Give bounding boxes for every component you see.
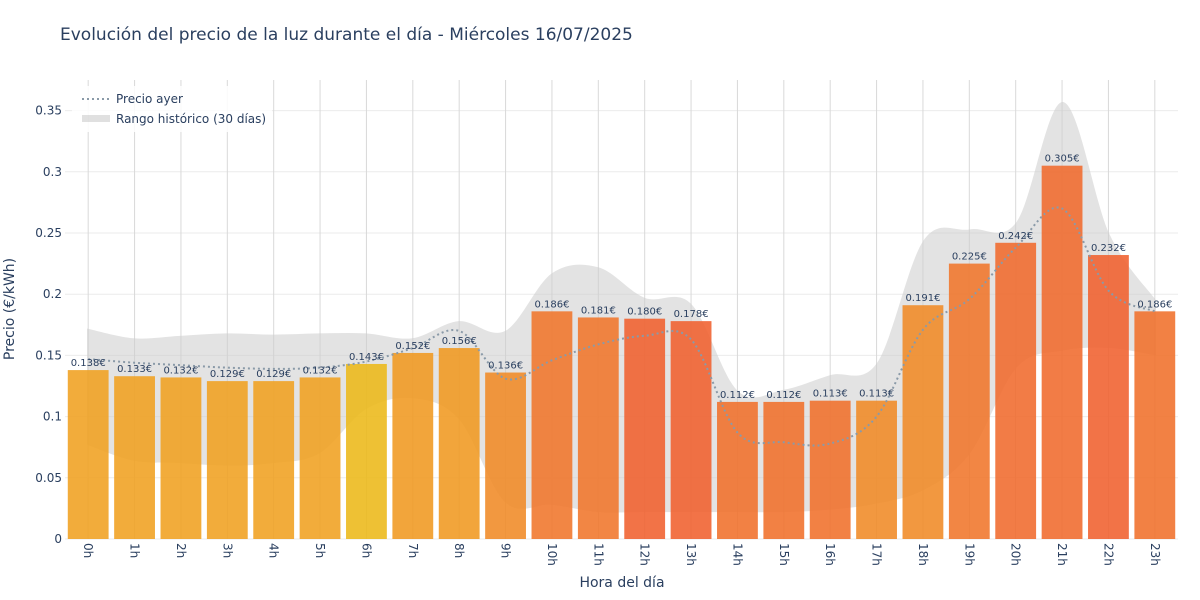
y-tick-label: 0 xyxy=(54,532,62,546)
bar-value-label: 0.132€ xyxy=(163,365,198,376)
bar-value-label: 0.181€ xyxy=(581,305,616,316)
y-tick-label: 0.25 xyxy=(35,226,62,240)
bar-19h xyxy=(948,263,990,539)
bar-value-label: 0.180€ xyxy=(627,307,662,318)
bar-value-labels: 0.138€ 0.133€ 0.132€ 0.129€ 0.129€ 0.132€ 0.14… xyxy=(71,154,1173,401)
bar-value-label: 0.113€ xyxy=(859,389,894,400)
bar-16h xyxy=(809,400,851,539)
bar-value-label: 0.178€ xyxy=(674,309,709,320)
y-axis: 0 0.05 0.1 0.15 0.2 0.25 0.3 0.35 xyxy=(35,104,62,546)
y-tick-label: 0.35 xyxy=(35,104,62,118)
x-tick-label: 10h xyxy=(545,543,559,566)
yesterday-price-line xyxy=(88,206,1156,447)
bar-5h xyxy=(299,377,341,539)
legend-area-swatch xyxy=(82,115,110,122)
bar-value-label: 0.113€ xyxy=(813,389,848,400)
x-tick-label: 13h xyxy=(684,543,698,566)
x-tick-label: 6h xyxy=(359,543,373,558)
bar-11h xyxy=(577,317,619,539)
x-axis-title: Hora del día xyxy=(579,575,664,591)
bar-18h xyxy=(902,305,944,539)
x-tick-label: 11h xyxy=(591,543,605,566)
bar-value-label: 0.232€ xyxy=(1091,243,1126,254)
legend-item-yesterday: Precio ayer xyxy=(116,92,183,106)
x-tick-label: 19h xyxy=(962,543,976,566)
bar-value-label: 0.112€ xyxy=(720,390,755,401)
bar-17h xyxy=(856,400,897,539)
bar-8h xyxy=(438,348,480,539)
x-tick-label: 7h xyxy=(406,543,420,558)
x-tick-label: 9h xyxy=(499,543,513,558)
bar-22h xyxy=(1088,255,1129,540)
x-axis: 0h 1h 2h 3h 4h 5h 6h 7h 8h 9h 10h 11h 12h 13h 14h 15h 16… xyxy=(81,543,1162,566)
y-tick-label: 0.2 xyxy=(43,287,62,301)
bar-1h xyxy=(114,376,155,539)
bar-14h xyxy=(717,401,758,539)
x-tick-label: 2h xyxy=(174,543,188,558)
x-tick-label: 3h xyxy=(220,543,234,558)
bar-value-label: 0.129€ xyxy=(210,369,245,380)
x-tick-label: 18h xyxy=(916,543,930,566)
bar-value-label: 0.129€ xyxy=(256,369,291,380)
bars xyxy=(67,165,1176,540)
chart-title: Evolución del precio de la luz durante e… xyxy=(60,25,633,45)
legend-background xyxy=(72,86,272,132)
bar-15h xyxy=(763,401,805,539)
bar-2h xyxy=(160,377,202,539)
bar-23h xyxy=(1134,311,1176,539)
bar-value-label: 0.186€ xyxy=(1137,299,1172,310)
bar-value-label: 0.186€ xyxy=(534,299,569,310)
bar-value-label: 0.143€ xyxy=(349,352,384,363)
legend[interactable]: Precio ayer Rango histórico (30 días) xyxy=(72,86,272,132)
x-tick-label: 4h xyxy=(267,543,281,558)
bar-value-label: 0.133€ xyxy=(117,364,152,375)
bar-value-label: 0.225€ xyxy=(952,252,987,263)
yesterday-price-series xyxy=(88,206,1156,447)
x-tick-label: 0h xyxy=(81,543,95,558)
x-tick-label: 17h xyxy=(870,543,884,566)
bar-6h xyxy=(346,363,387,539)
bar-7h xyxy=(392,352,434,539)
bar-0h xyxy=(67,370,109,539)
bar-value-label: 0.191€ xyxy=(905,293,940,304)
x-tick-label: 1h xyxy=(128,543,142,558)
x-tick-label: 15h xyxy=(777,543,791,566)
bar-value-label: 0.112€ xyxy=(766,390,801,401)
bar-3h xyxy=(206,381,248,539)
y-tick-label: 0.15 xyxy=(35,348,62,362)
bar-value-label: 0.138€ xyxy=(71,358,106,369)
bar-9h xyxy=(485,372,526,539)
bar-4h xyxy=(253,381,295,539)
bar-value-label: 0.152€ xyxy=(395,341,430,352)
x-tick-label: 14h xyxy=(730,543,744,566)
bar-10h xyxy=(531,311,573,539)
x-tick-label: 12h xyxy=(638,543,652,566)
x-tick-label: 21h xyxy=(1055,543,1069,566)
y-tick-label: 0.05 xyxy=(35,471,62,485)
x-tick-label: 23h xyxy=(1148,543,1162,566)
x-tick-label: 16h xyxy=(823,543,837,566)
bar-13h xyxy=(670,321,712,539)
bar-value-label: 0.136€ xyxy=(488,361,523,372)
legend-item-range: Rango histórico (30 días) xyxy=(116,112,266,126)
x-tick-label: 8h xyxy=(452,543,466,558)
y-tick-label: 0.3 xyxy=(43,165,62,179)
bar-value-label: 0.156€ xyxy=(442,336,477,347)
bar-20h xyxy=(995,242,1037,540)
y-tick-label: 0.1 xyxy=(43,410,62,424)
bar-value-label: 0.242€ xyxy=(998,231,1033,242)
bar-12h xyxy=(624,318,666,539)
bar-21h xyxy=(1041,165,1083,539)
y-axis-title: Precio (€/kWh) xyxy=(2,258,18,360)
x-tick-label: 5h xyxy=(313,543,327,558)
bar-value-label: 0.132€ xyxy=(303,365,338,376)
x-tick-label: 22h xyxy=(1101,543,1115,566)
bar-value-label: 0.305€ xyxy=(1045,154,1080,165)
x-tick-label: 20h xyxy=(1009,543,1023,566)
